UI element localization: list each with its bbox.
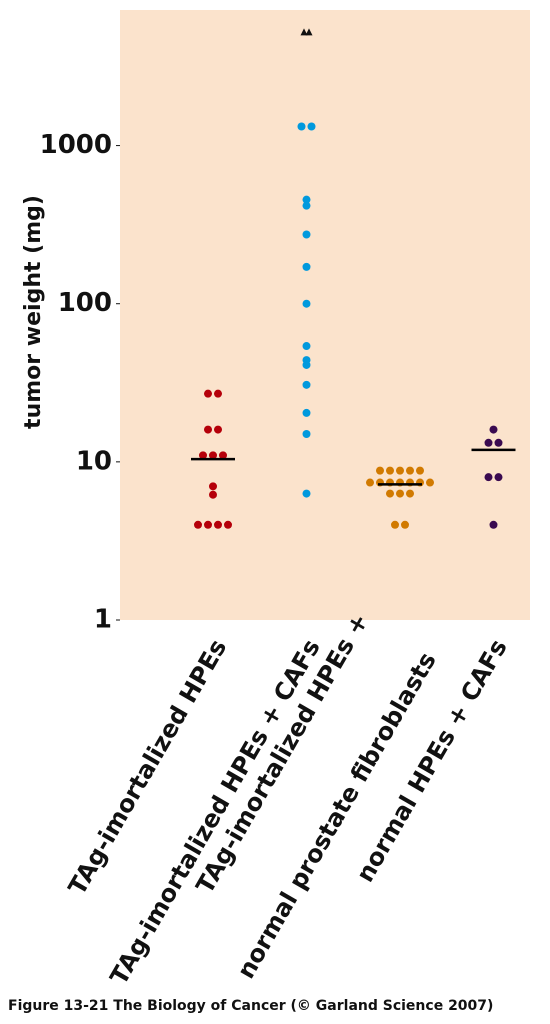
data-point <box>302 201 311 210</box>
data-point <box>302 360 311 369</box>
data-point <box>297 122 306 131</box>
data-point <box>214 425 222 434</box>
data-point <box>484 473 493 482</box>
data-point <box>401 520 409 529</box>
data-point <box>302 342 311 351</box>
data-point <box>302 430 311 439</box>
data-point <box>489 425 498 434</box>
data-point <box>386 489 394 498</box>
data-point <box>406 489 414 498</box>
data-point <box>366 478 374 487</box>
y-axis-label: tumor weight (mg) <box>21 195 46 429</box>
data-point <box>219 451 227 460</box>
data-point <box>209 451 217 460</box>
data-point <box>199 451 207 460</box>
data-point <box>300 28 308 36</box>
data-point <box>416 466 424 475</box>
data-point <box>302 262 311 271</box>
y-tick-label: 100 <box>58 288 112 318</box>
data-point <box>204 520 212 529</box>
data-point <box>386 466 394 475</box>
data-point <box>224 520 232 529</box>
data-point <box>204 389 212 398</box>
data-point <box>204 425 212 434</box>
data-point <box>376 466 384 475</box>
data-point <box>396 466 404 475</box>
data-point <box>214 389 222 398</box>
y-tick-label: 1000 <box>40 130 112 160</box>
plot-area <box>120 10 530 620</box>
data-point <box>396 489 404 498</box>
data-point <box>489 520 498 529</box>
y-tick-label: 1 <box>94 605 112 635</box>
data-point <box>194 520 202 529</box>
data-point <box>307 122 316 131</box>
data-point <box>484 438 493 447</box>
data-point <box>302 489 311 498</box>
data-point <box>494 473 503 482</box>
data-point <box>305 28 313 36</box>
data-point <box>426 478 434 487</box>
y-tick-label: 10 <box>76 446 112 476</box>
data-point <box>302 380 311 389</box>
data-point <box>209 490 217 499</box>
data-point <box>209 482 217 491</box>
data-point <box>302 230 311 239</box>
data-point <box>214 520 222 529</box>
data-point <box>494 438 503 447</box>
data-point <box>302 408 311 417</box>
caption: Figure 13-21 The Biology of Cancer (© Ga… <box>8 998 493 1014</box>
data-point <box>302 195 311 204</box>
data-point <box>391 520 399 529</box>
data-point <box>302 299 311 308</box>
data-point <box>406 466 414 475</box>
